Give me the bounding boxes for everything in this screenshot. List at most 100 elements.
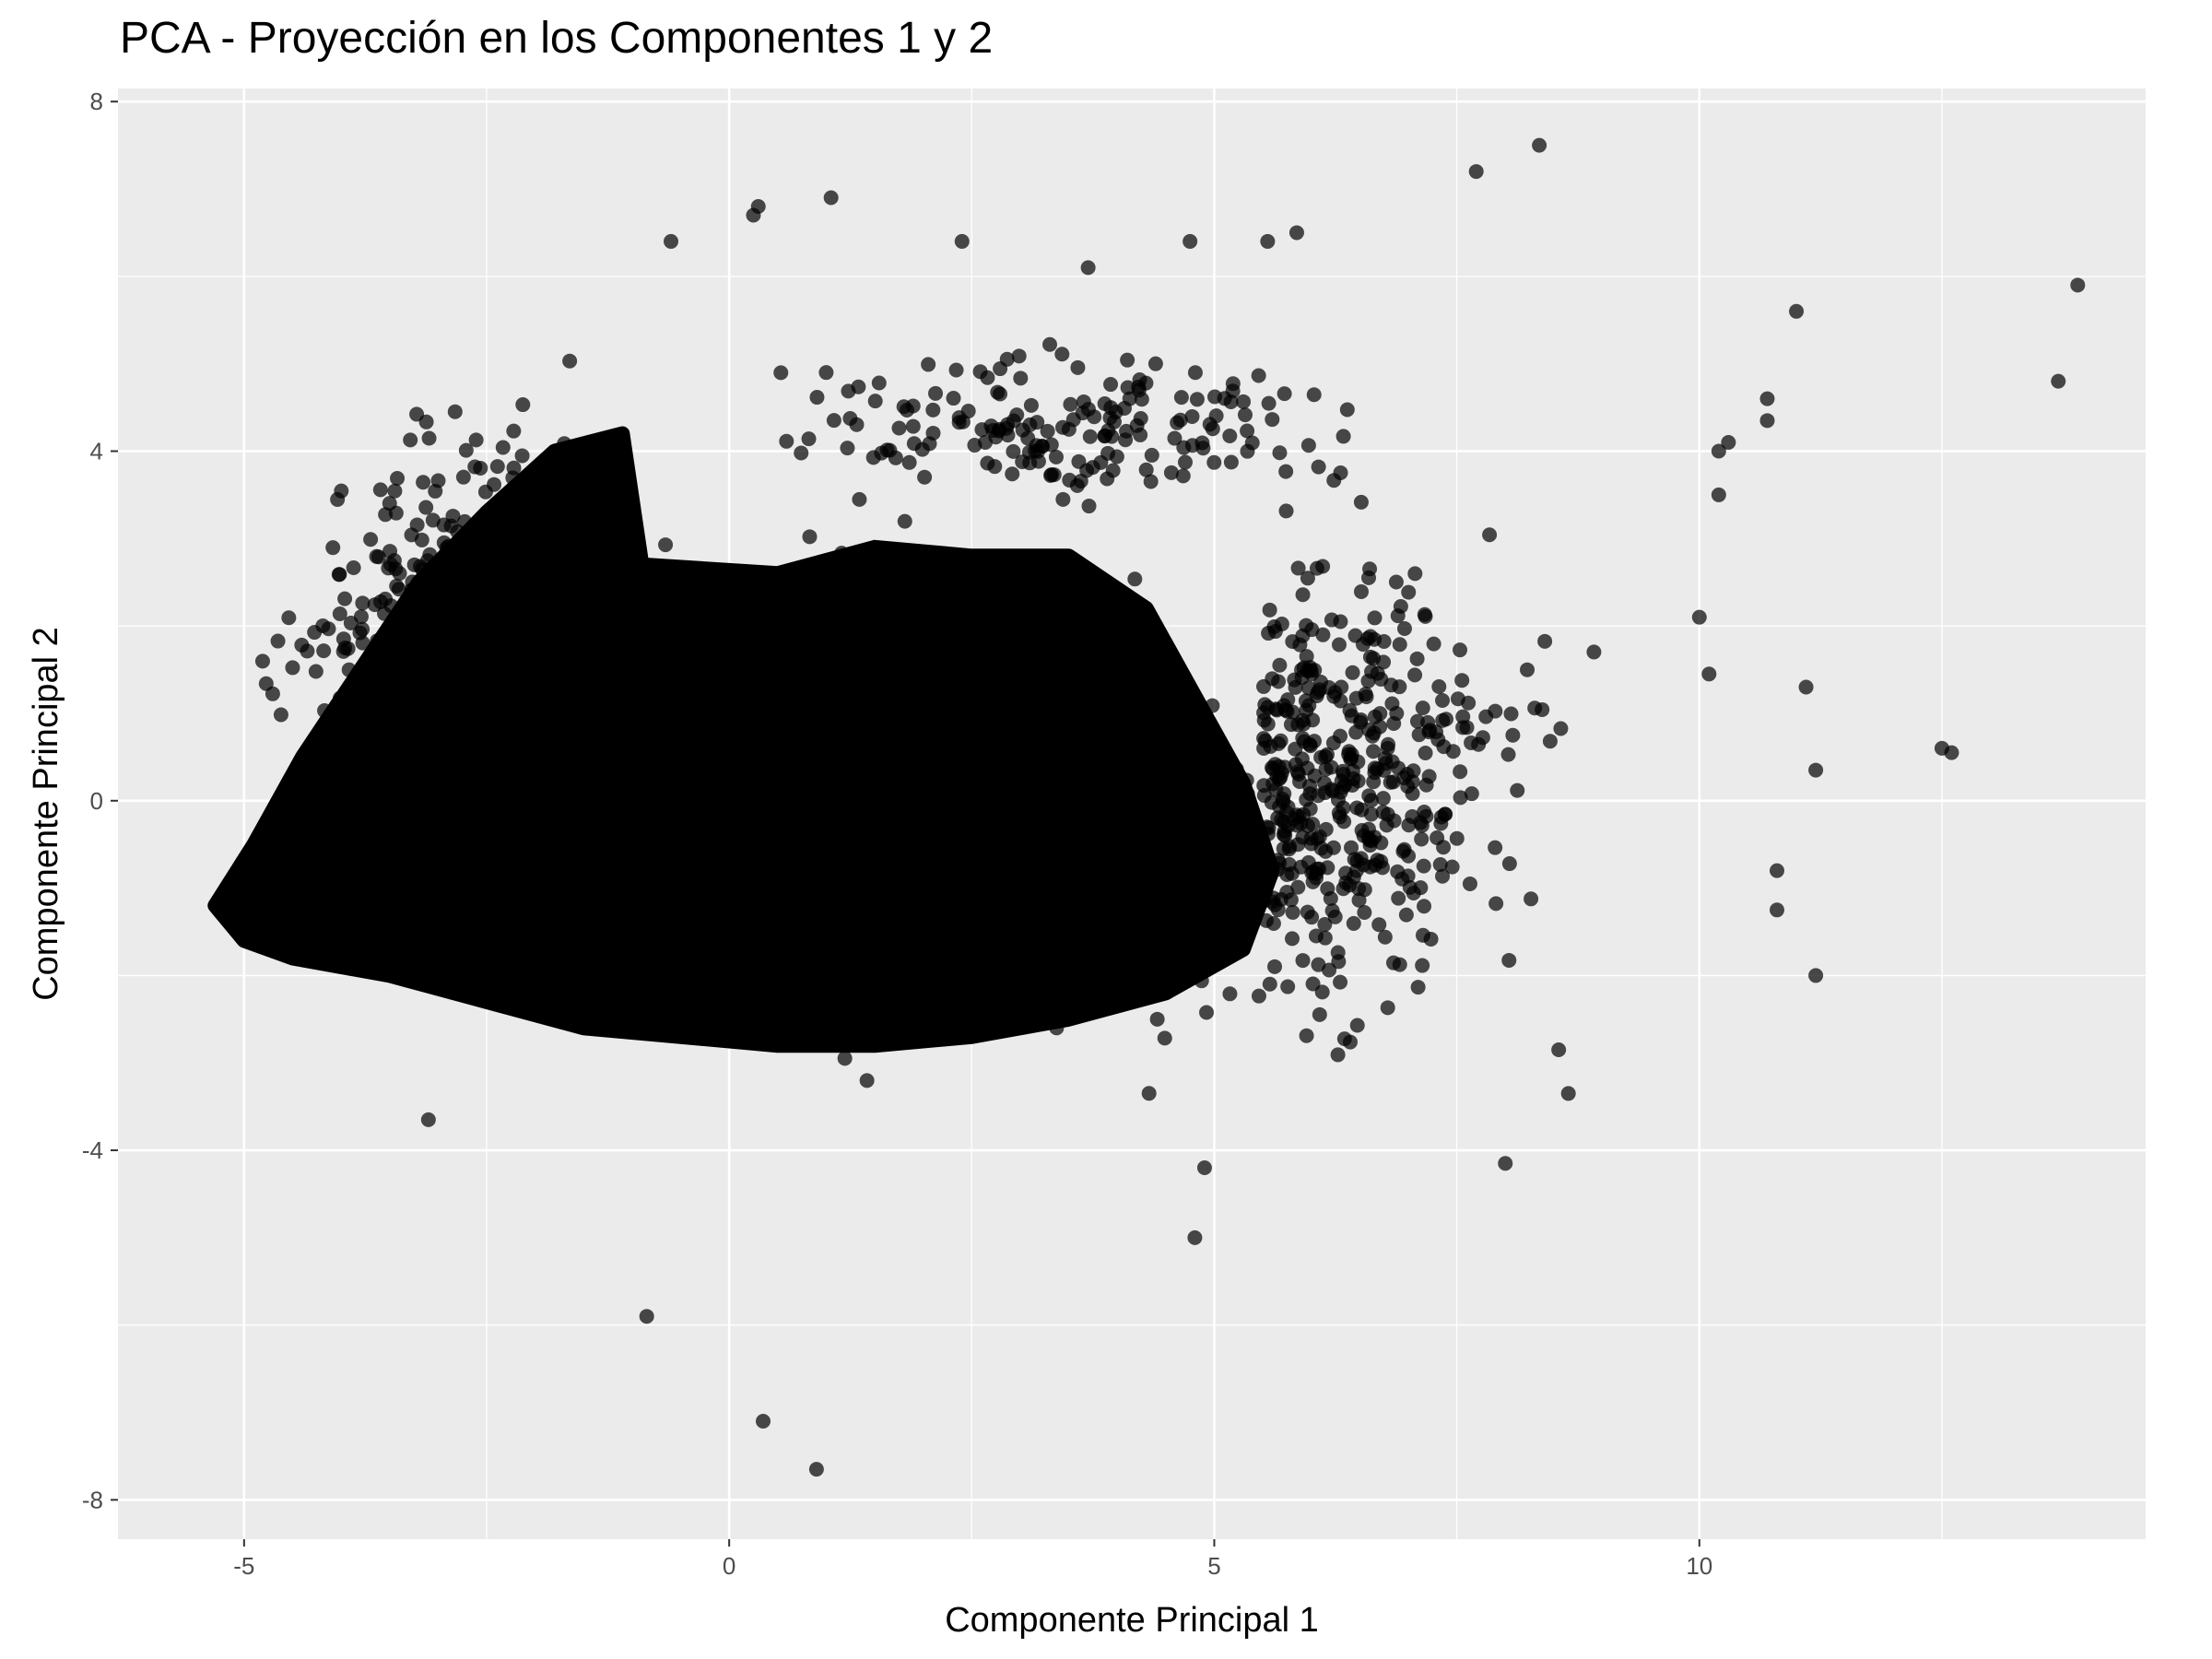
data-point	[822, 817, 838, 832]
data-point	[724, 892, 739, 908]
data-point	[455, 469, 471, 485]
data-point	[1122, 651, 1137, 666]
data-point	[1087, 409, 1102, 425]
data-point	[447, 636, 463, 652]
data-point	[397, 658, 413, 674]
data-point	[620, 864, 636, 879]
y-tick-label: 4	[90, 438, 103, 465]
data-point	[793, 762, 808, 778]
data-point	[1301, 698, 1317, 713]
data-point	[1104, 783, 1120, 799]
data-point	[861, 866, 877, 882]
data-point	[911, 745, 926, 760]
data-point	[1361, 570, 1377, 585]
data-point	[818, 805, 834, 820]
data-point	[929, 756, 945, 771]
data-point	[899, 820, 914, 836]
data-point	[1222, 986, 1238, 1002]
data-point	[1464, 786, 1479, 802]
data-point	[1061, 421, 1077, 437]
data-point	[1104, 849, 1120, 865]
data-point	[1355, 637, 1371, 653]
data-point	[1051, 854, 1066, 870]
data-point	[453, 547, 469, 563]
data-point	[1011, 348, 1027, 364]
data-point	[989, 874, 1005, 889]
data-point	[1081, 499, 1097, 514]
data-point	[349, 713, 365, 729]
data-point	[928, 385, 944, 401]
data-point	[978, 434, 994, 450]
data-point	[874, 763, 889, 779]
data-point	[1201, 762, 1217, 778]
data-point	[957, 887, 972, 902]
data-point	[566, 686, 582, 701]
data-point	[1066, 818, 1082, 834]
data-point	[321, 621, 336, 637]
data-point	[934, 814, 949, 830]
data-point	[1367, 760, 1382, 776]
data-point	[1019, 739, 1035, 755]
data-point	[1146, 757, 1161, 772]
data-point	[1330, 1047, 1346, 1063]
data-point	[590, 750, 606, 766]
data-point	[347, 701, 363, 717]
data-point	[629, 890, 644, 906]
data-point	[911, 993, 926, 1008]
data-point	[492, 618, 508, 633]
data-point	[925, 402, 941, 418]
data-point	[1099, 796, 1114, 812]
data-point	[1073, 869, 1088, 885]
data-point	[416, 594, 431, 610]
data-point	[1371, 917, 1387, 933]
data-point	[540, 481, 556, 497]
data-point	[859, 1073, 875, 1088]
data-point	[1449, 830, 1465, 846]
data-point	[1295, 953, 1311, 969]
data-point	[1267, 959, 1283, 974]
data-point	[1363, 806, 1379, 822]
data-point	[831, 924, 847, 939]
data-point	[702, 563, 718, 579]
data-point	[840, 441, 855, 456]
data-point	[1139, 802, 1155, 818]
data-point	[1450, 691, 1465, 707]
data-point	[889, 735, 905, 751]
data-point	[972, 364, 988, 380]
data-point	[920, 893, 935, 909]
data-point	[1186, 864, 1202, 879]
data-point	[1101, 770, 1117, 785]
data-point	[1013, 371, 1029, 386]
data-point	[1126, 700, 1142, 716]
data-point	[897, 513, 912, 529]
data-point	[782, 914, 797, 930]
data-point	[1168, 782, 1183, 798]
data-point	[887, 645, 902, 661]
data-point	[525, 896, 541, 912]
outlier-point	[1498, 1156, 1513, 1171]
data-point	[1031, 745, 1047, 760]
data-point	[774, 840, 790, 855]
data-point	[1501, 952, 1517, 968]
data-point	[871, 721, 887, 736]
outlier-point	[1808, 762, 1824, 778]
data-point	[935, 675, 950, 690]
outlier-point	[1196, 1160, 1212, 1176]
data-point	[696, 783, 712, 799]
data-point	[763, 755, 779, 771]
data-point	[535, 865, 551, 881]
data-point	[524, 470, 539, 486]
data-point	[1309, 870, 1324, 886]
data-point	[808, 628, 824, 643]
data-point	[1285, 931, 1300, 947]
data-point	[418, 500, 434, 515]
data-point	[1345, 777, 1360, 793]
data-point	[1000, 903, 1016, 919]
data-point	[1208, 408, 1224, 424]
data-point	[365, 749, 381, 765]
data-point	[1034, 439, 1050, 454]
data-point	[1436, 840, 1452, 855]
data-point	[798, 649, 814, 665]
data-point	[1055, 658, 1071, 674]
data-point	[718, 684, 734, 700]
